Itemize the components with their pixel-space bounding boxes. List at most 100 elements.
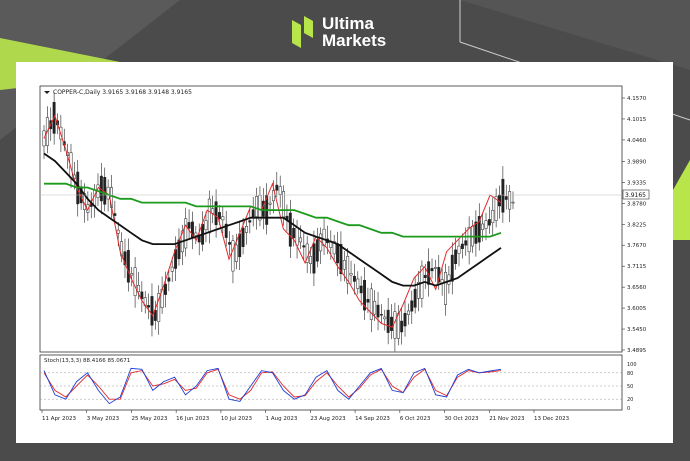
candle-body — [248, 220, 252, 223]
candle-body — [433, 267, 437, 269]
y-tick-label: 3.5450 — [627, 327, 647, 333]
y-tick-label: 3.8225 — [627, 222, 647, 228]
candle-body — [251, 209, 255, 218]
candle-body — [133, 267, 137, 296]
candle-body — [170, 266, 174, 272]
candle-body — [346, 255, 350, 284]
candle-body — [194, 232, 198, 236]
x-tick-label: 23 Aug 2023 — [310, 416, 346, 422]
candle-body — [339, 244, 343, 275]
x-tick-label: 13 Dec 2023 — [534, 416, 570, 422]
candle-body — [137, 285, 140, 292]
candle-body — [342, 259, 346, 270]
copper-daily-chart: COPPER-C,Daily 3.9165 3.9168 3.9148 3.91… — [39, 85, 650, 422]
candle-body — [271, 190, 275, 202]
candle-body — [241, 227, 245, 247]
brand-line1: Ultima — [322, 14, 374, 33]
candle-body — [140, 291, 144, 300]
candle-body — [410, 300, 414, 312]
candle-body — [123, 251, 127, 266]
candle-body — [504, 196, 508, 200]
candle-body — [214, 201, 218, 226]
candle-body — [305, 243, 309, 263]
x-tick-label: 11 Apr 2023 — [42, 416, 77, 422]
y-tick-label: 3.6560 — [627, 285, 647, 291]
candle-body — [278, 186, 282, 195]
candle-body — [457, 245, 461, 254]
candle-body — [467, 226, 471, 253]
candle-body — [130, 273, 134, 276]
x-tick-label: 16 Jun 2023 — [176, 416, 210, 422]
candle-body — [366, 299, 370, 303]
stoch-level-label: 0 — [627, 406, 630, 412]
x-tick-label: 10 Jul 2023 — [221, 416, 253, 422]
candle-body — [204, 220, 208, 230]
candle-body — [167, 277, 171, 282]
stoch-main-line — [43, 367, 502, 405]
ultima-markets-logo-icon — [292, 16, 313, 48]
candle-body — [295, 227, 299, 246]
candle-body — [454, 249, 458, 265]
candles — [42, 92, 515, 352]
candle-body — [147, 305, 151, 308]
y-tick-label: 3.8780 — [627, 201, 647, 207]
candle-body — [332, 241, 336, 255]
candle-body — [187, 222, 191, 229]
candle-body — [501, 178, 505, 213]
x-tick-label: 30 Oct 2023 — [445, 416, 480, 422]
moving-average-lines — [43, 114, 502, 328]
candle-body — [207, 198, 211, 234]
candle-body — [231, 240, 235, 272]
candle-body — [477, 216, 481, 243]
y-tick-label: 4.0460 — [627, 138, 647, 144]
candle-body — [386, 309, 390, 333]
chart-menu-icon[interactable] — [44, 91, 50, 94]
candle-body — [288, 212, 292, 247]
candle-body — [359, 285, 363, 294]
series-line-1 — [43, 152, 502, 287]
candle-body — [413, 288, 417, 308]
candle-body — [379, 314, 383, 316]
series-line-2 — [44, 182, 502, 238]
candle-body — [406, 310, 410, 315]
candle-body — [363, 279, 366, 311]
stoch-level-label: 80 — [627, 371, 633, 377]
price-axis: 4.1570 4.1015 4.0460 3.9890 3.9335 3.8780 3.82… — [622, 96, 647, 354]
candle-body — [369, 288, 373, 320]
candle-body — [487, 219, 491, 226]
candle-body — [184, 218, 188, 249]
candle-body — [113, 213, 117, 216]
candle-body — [423, 274, 427, 278]
y-tick-label: 3.9890 — [627, 159, 647, 165]
candle-body — [322, 228, 326, 247]
y-tick-label: 4.1570 — [627, 96, 647, 102]
candle-body — [258, 194, 262, 221]
x-tick-label: 1 Aug 2023 — [266, 416, 298, 422]
y-tick-label: 3.6005 — [627, 306, 647, 312]
candle-body — [393, 311, 397, 339]
candle-body — [238, 233, 242, 258]
stoch-axis: 100 80 50 20 0 — [40, 362, 637, 412]
x-tick-label: 3 May 2023 — [87, 416, 120, 422]
candle-body — [228, 242, 232, 245]
y-tick-label: 3.7115 — [627, 264, 647, 270]
candle-body — [373, 300, 377, 315]
stoch-lines — [43, 367, 502, 405]
candle-body — [275, 184, 279, 191]
candle-body — [298, 237, 302, 243]
candle-body — [312, 243, 316, 274]
candle-body — [460, 243, 464, 249]
y-tick-label: 3.9335 — [627, 180, 647, 186]
candle-body — [494, 196, 498, 221]
x-tick-label: 21 Nov 2023 — [489, 416, 525, 422]
candle-body — [356, 278, 360, 289]
candle-body — [309, 256, 313, 264]
stoch-level-label: 20 — [627, 397, 633, 403]
candle-body — [447, 274, 451, 285]
candle-body — [218, 212, 221, 219]
y-tick-label: 3.4895 — [627, 348, 647, 354]
candle-body — [491, 209, 495, 224]
series-line-0 — [43, 114, 502, 328]
stoch-level-label: 100 — [627, 362, 637, 368]
brand-line2: Markets — [322, 31, 387, 50]
